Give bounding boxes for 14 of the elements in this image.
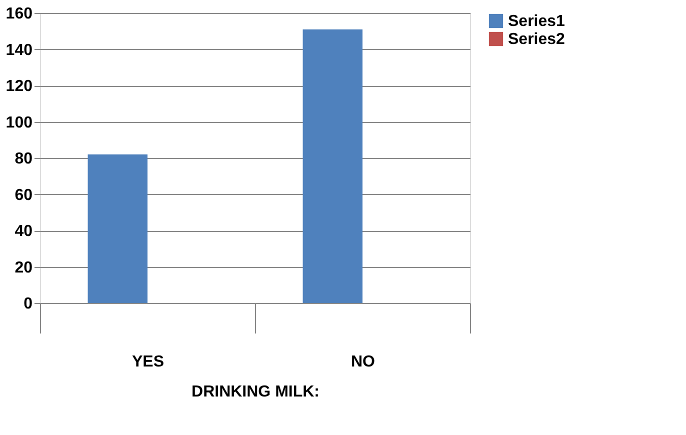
x-tick-label: NO	[351, 354, 375, 370]
x-axis-title: DRINKING MILK:	[192, 384, 320, 400]
legend-label: Series2	[508, 31, 566, 48]
y-tick-label: 20	[14, 259, 33, 276]
legend-label: Series1	[508, 13, 566, 30]
y-tick-label: 0	[24, 296, 33, 312]
x-tick-label: YES	[132, 354, 164, 370]
y-tick-label: 80	[14, 150, 33, 168]
y-tick-label: 120	[6, 78, 33, 95]
y-tick-label: 160	[6, 6, 33, 22]
y-tick-label: 60	[14, 186, 33, 204]
y-tick-label: 140	[6, 42, 33, 59]
y-tick-label: 100	[6, 114, 33, 132]
y-tick-label: 40	[14, 223, 33, 240]
